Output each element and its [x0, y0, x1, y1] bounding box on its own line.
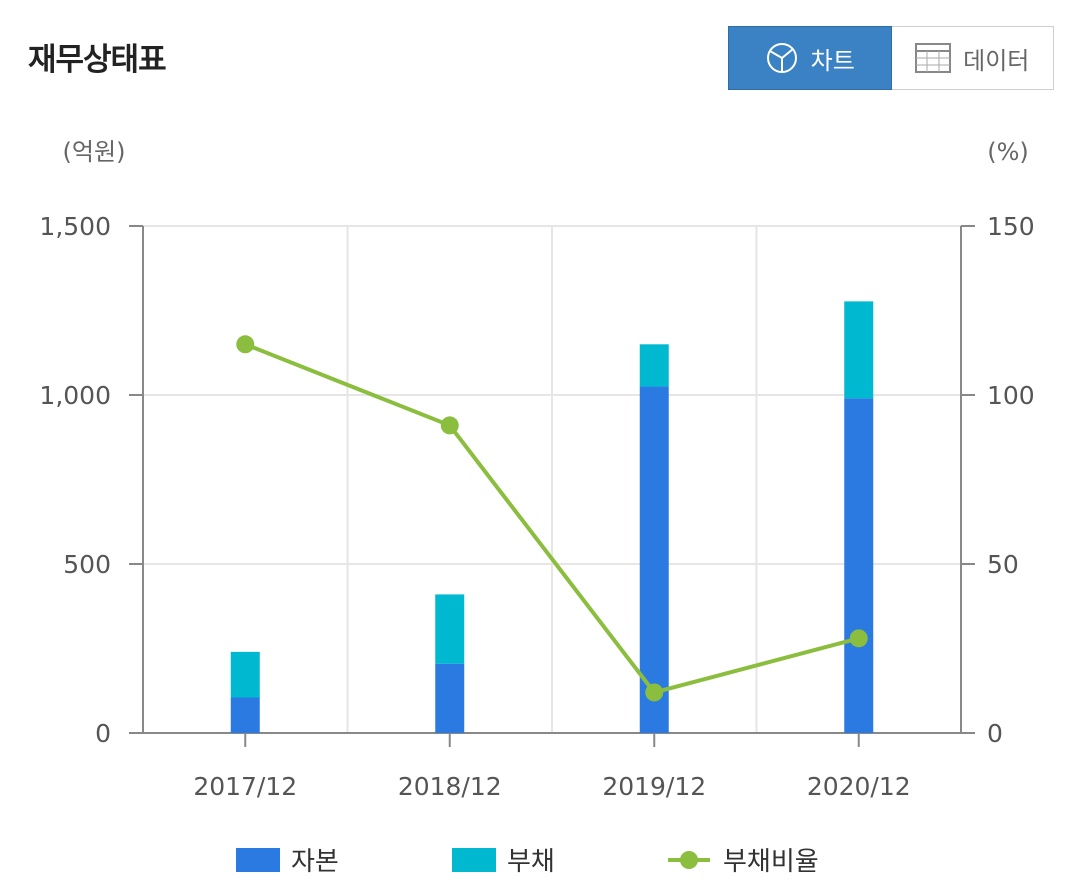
debt-ratio-point[interactable] [849, 629, 868, 648]
left-unit-label: (억원) [63, 138, 126, 166]
debt-bar[interactable] [844, 301, 874, 399]
left-tick-label: 500 [63, 550, 111, 579]
capital-bar[interactable] [435, 663, 465, 733]
legend-debt[interactable]: 부채 [452, 847, 555, 877]
left-tick-label: 0 [95, 719, 111, 748]
legend-debt-ratio[interactable]: 부채비율 [668, 847, 819, 877]
right-tick-label: 0 [987, 719, 1003, 748]
x-tick-label: 2017/12 [193, 772, 297, 801]
legend-swatch [236, 848, 280, 872]
x-tick-label: 2019/12 [602, 772, 706, 801]
debt-ratio-point[interactable] [440, 416, 459, 435]
capital-bar[interactable] [844, 398, 874, 733]
right-unit-label: (%) [987, 138, 1029, 166]
table-grid-icon [915, 43, 952, 73]
chart-view-label: 차트 [810, 46, 855, 75]
legend-capital[interactable]: 자본 [236, 847, 339, 877]
debt-ratio-line [244, 342, 860, 695]
right-tick-label: 150 [987, 212, 1035, 241]
debt-bar[interactable] [230, 651, 260, 698]
legend-swatch [452, 848, 496, 872]
pie-chart-icon [766, 43, 797, 73]
debt-ratio-point[interactable] [236, 335, 255, 354]
legend-label: 부채 [507, 847, 555, 877]
x-tick-label: 2018/12 [398, 772, 502, 801]
capital-bar[interactable] [230, 697, 260, 733]
x-tick-label: 2020/12 [807, 772, 911, 801]
legend-label: 부채비율 [723, 847, 819, 877]
debt-bar[interactable] [639, 344, 669, 387]
view-toggle: 차트 데이터 [728, 26, 1054, 90]
debt-ratio-point[interactable] [645, 683, 664, 702]
legend-label: 자본 [291, 847, 339, 877]
left-tick-label: 1,500 [39, 212, 111, 241]
chart-view-button[interactable]: 차트 [728, 26, 892, 90]
data-view-label: 데이터 [963, 46, 1030, 75]
data-view-button[interactable]: 데이터 [891, 27, 1053, 89]
page-title: 재무상태표 [28, 42, 167, 78]
right-tick-label: 50 [987, 550, 1019, 579]
left-tick-label: 1,000 [39, 381, 111, 410]
debt-bar[interactable] [435, 594, 465, 664]
right-tick-label: 100 [987, 381, 1035, 410]
capital-bar[interactable] [639, 386, 669, 733]
legend-marker [680, 851, 698, 869]
